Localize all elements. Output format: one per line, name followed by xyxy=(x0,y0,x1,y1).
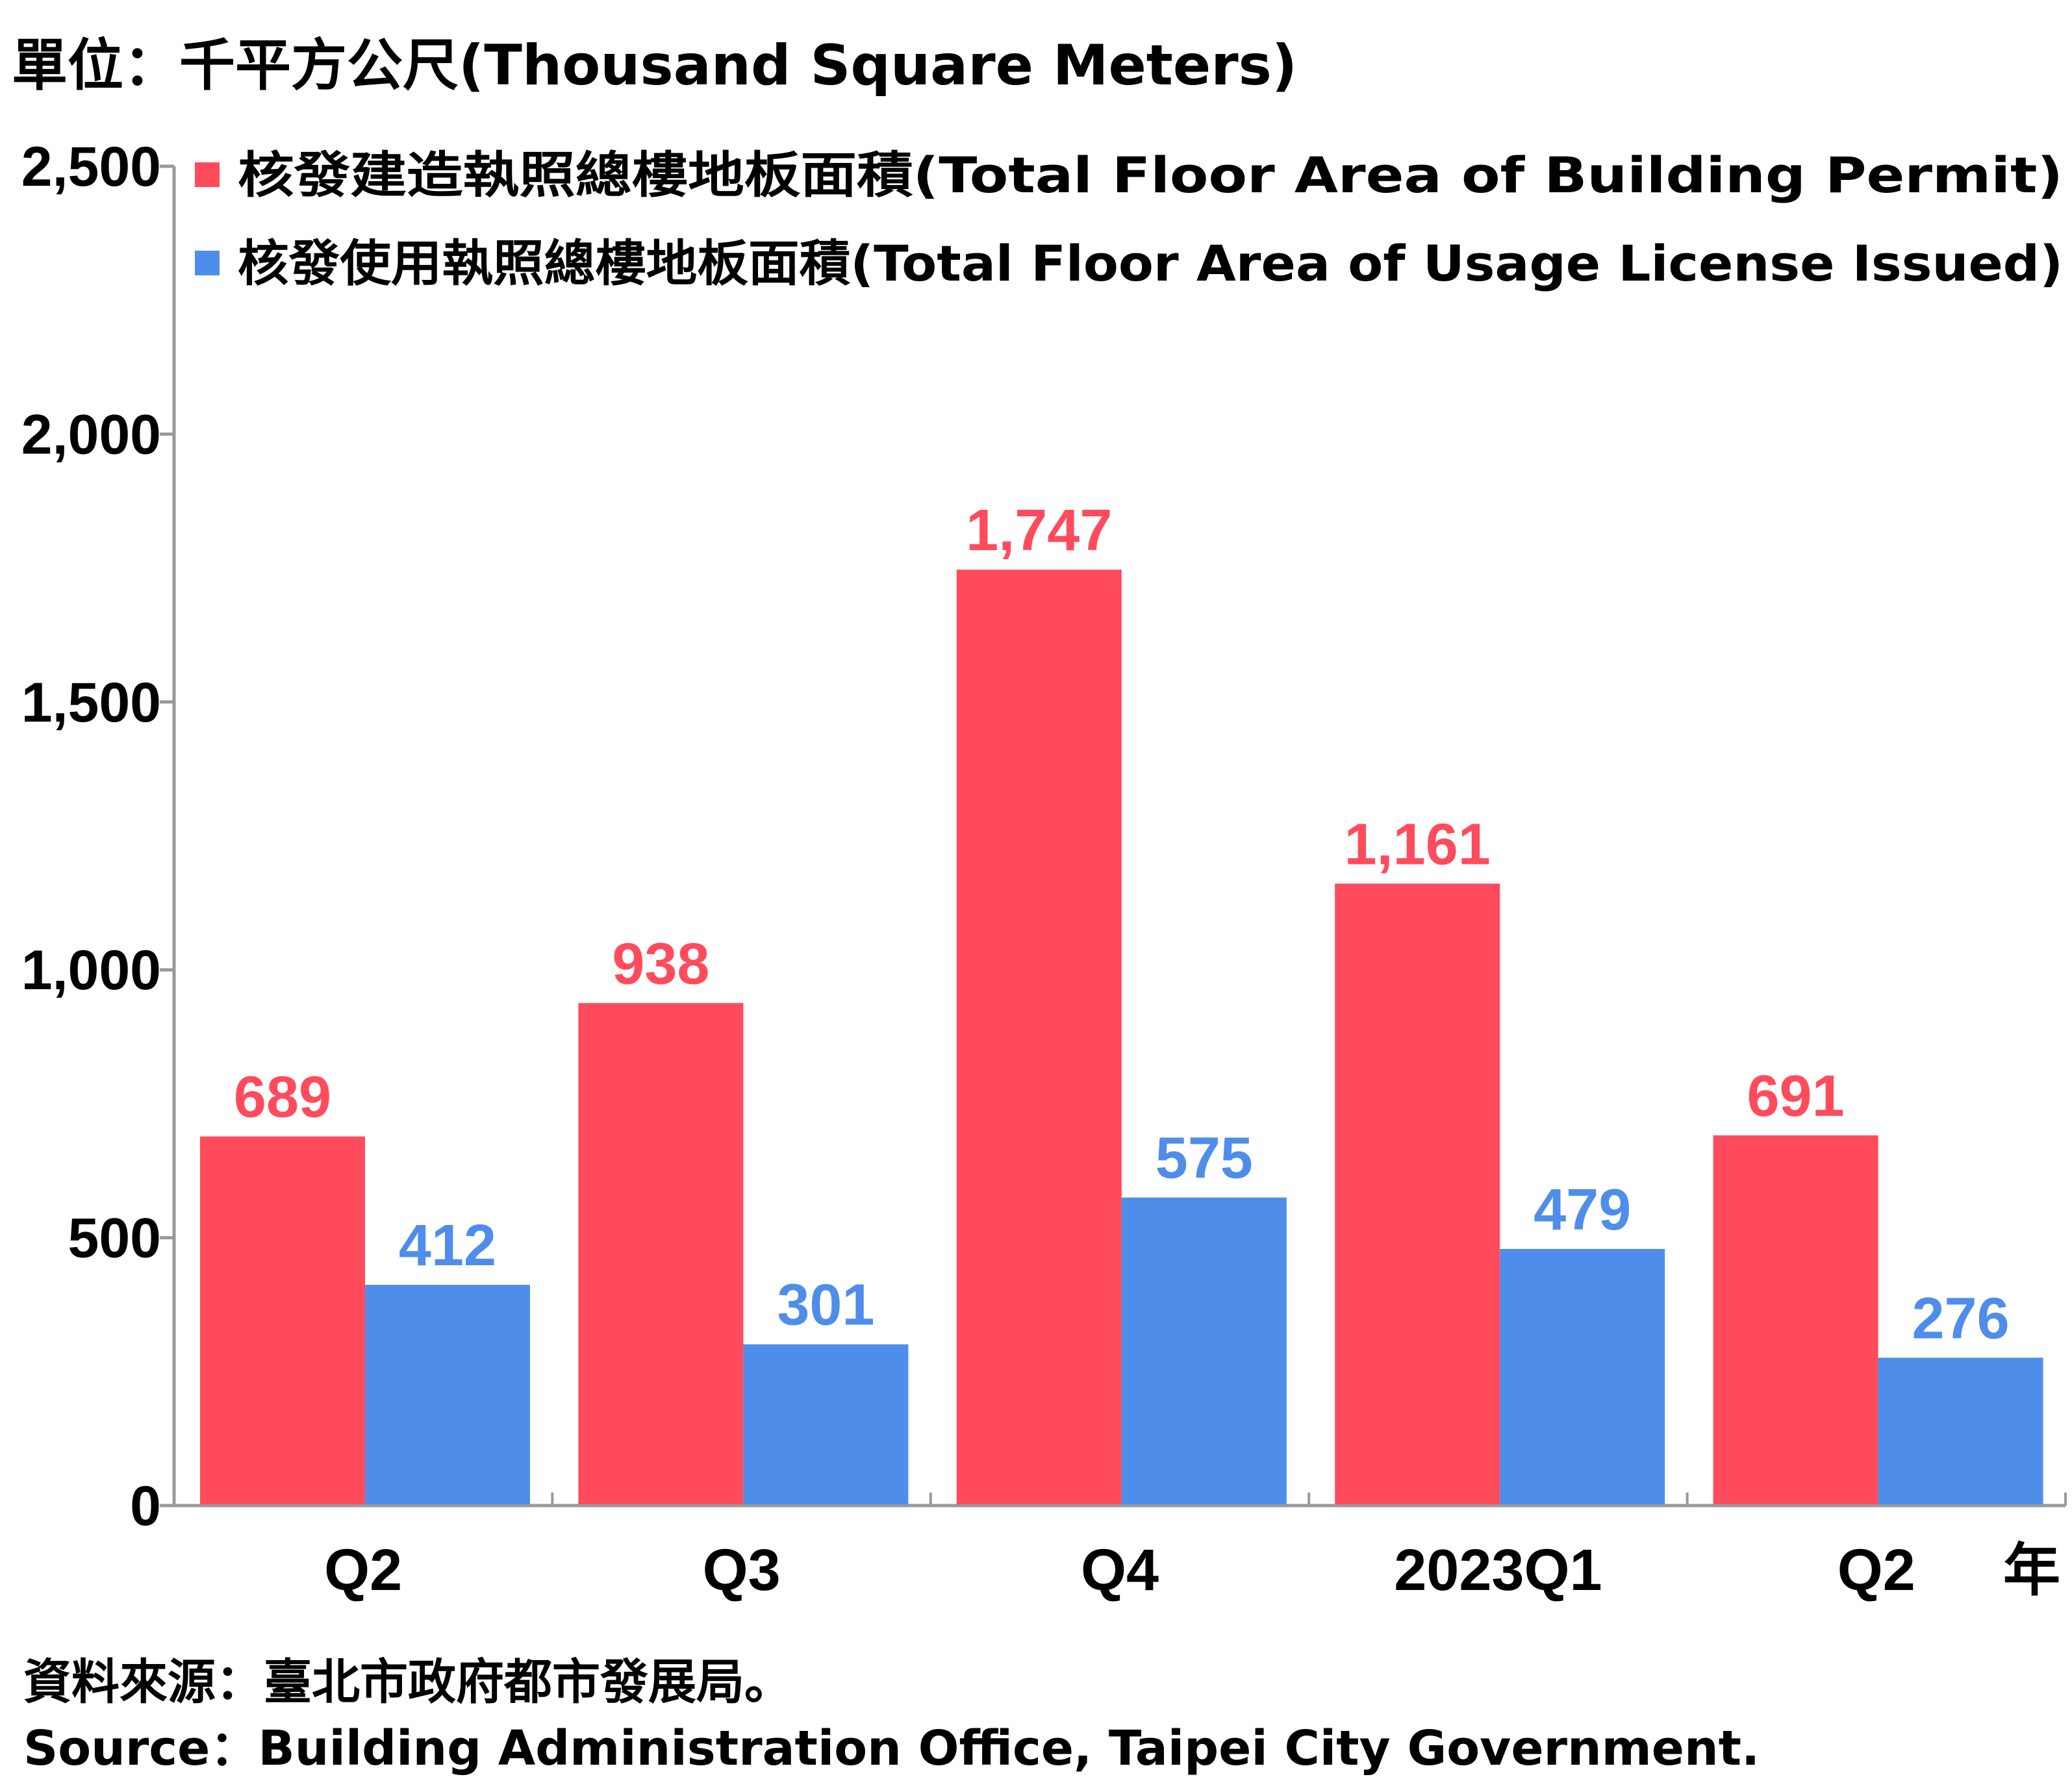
legend-swatch xyxy=(195,251,220,275)
bar-building-permit xyxy=(956,570,1122,1504)
data-label: 575 xyxy=(1156,1126,1253,1191)
bar-building-permit xyxy=(578,1003,744,1504)
data-label: 1,747 xyxy=(966,498,1112,563)
legend-swatch xyxy=(195,162,220,187)
y-tick-label: 2,500 xyxy=(21,136,161,198)
bar-usage-license xyxy=(1500,1248,1665,1504)
y-tick-label: 0 xyxy=(130,1475,161,1537)
unit-label: 單位：千平方公尺(Thousand Square Meters) xyxy=(12,33,1298,98)
y-tick-label: 500 xyxy=(68,1207,162,1270)
chart-data-labels: 689 938 1,747 1,161 691 412 301 575 479 276 xyxy=(234,498,2010,1351)
y-tick-label: 1,500 xyxy=(21,672,161,734)
data-label: 691 xyxy=(1747,1064,1845,1129)
source-note-en: Source：Building Administration Office, T… xyxy=(23,1721,1760,1776)
data-label: 276 xyxy=(1912,1286,2010,1351)
data-label: 1,161 xyxy=(1345,812,1491,877)
legend-label: 核發建造執照總樓地板面積(Total Floor Area of Buildin… xyxy=(238,146,2063,204)
data-label: 938 xyxy=(612,931,709,996)
data-label: 412 xyxy=(399,1213,496,1278)
chart-bars xyxy=(200,570,2043,1504)
y-tick-label: 1,000 xyxy=(21,939,161,1002)
bar-building-permit xyxy=(1713,1135,1878,1504)
bar-usage-license xyxy=(365,1285,530,1504)
data-label: 689 xyxy=(234,1065,331,1130)
chart-legend: 核發建造執照總樓地板面積(Total Floor Area of Buildin… xyxy=(195,146,2063,292)
chart-axes: 0 500 1,000 1,500 2,000 2,500 Q2 Q3 Q4 2023Q1 Q2 年 xyxy=(21,136,2067,1604)
x-tick-label: Q2 xyxy=(324,1538,402,1603)
bar-building-permit xyxy=(200,1136,365,1504)
bar-building-permit xyxy=(1335,883,1500,1504)
bar-usage-license xyxy=(743,1344,909,1504)
x-tick-label: Q2 xyxy=(1838,1538,1915,1603)
x-tick-label: Q4 xyxy=(1081,1538,1159,1603)
x-tick-label: Q3 xyxy=(703,1538,781,1603)
source-note-zh: 資料來源：臺北市政府都市發展局。 xyxy=(23,1654,792,1710)
x-unit-label: 年 xyxy=(2003,1537,2060,1604)
y-tick-label: 2,000 xyxy=(21,403,161,466)
data-label: 479 xyxy=(1534,1178,1631,1243)
x-tick-label: 2023Q1 xyxy=(1394,1538,1602,1603)
legend-label: 核發使用執照總樓地板面積(Total Floor Area of Usage L… xyxy=(238,234,2063,292)
bar-usage-license xyxy=(1878,1357,2043,1504)
data-label: 301 xyxy=(777,1273,874,1338)
bar-usage-license xyxy=(1121,1197,1287,1504)
